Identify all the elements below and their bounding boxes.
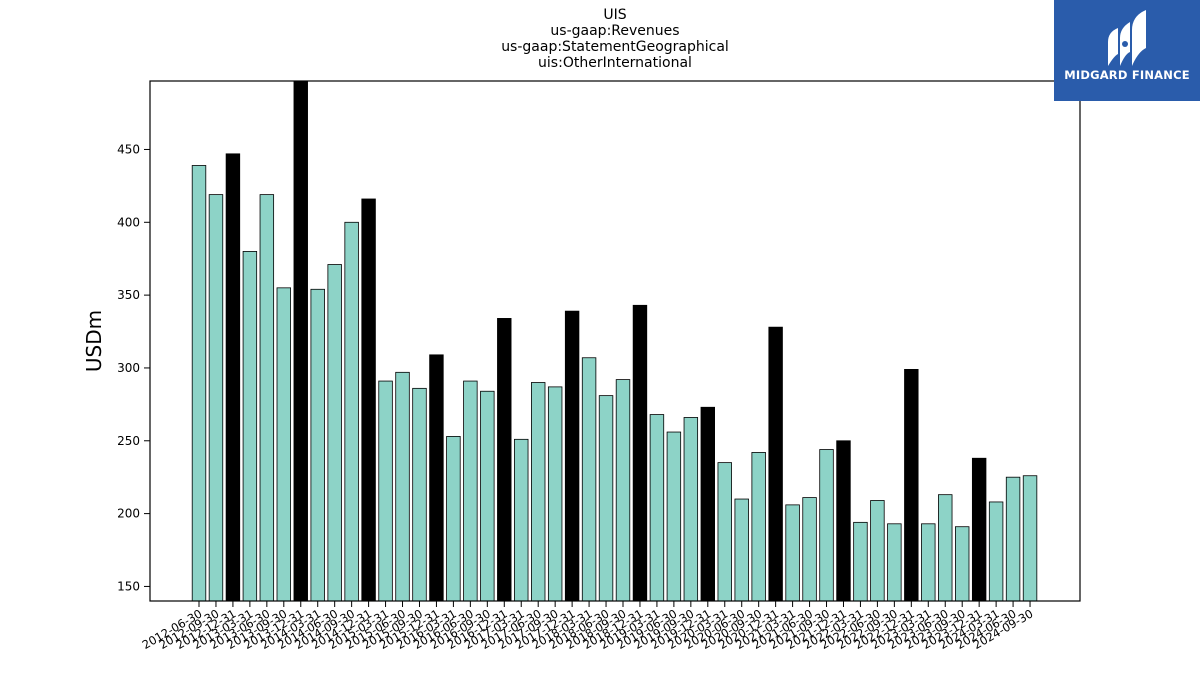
bar-2012-06-30 (191, 165, 207, 602)
bar-2022-09-30 (887, 523, 902, 602)
bar-2023-09-30 (955, 526, 970, 602)
bar-2022-12-31 (904, 368, 919, 602)
bar-2013-09-30 (276, 287, 292, 602)
bar-2019-12-31 (700, 406, 716, 602)
bar-2019-06-30 (666, 431, 682, 602)
bar-2016-03-31 (446, 436, 461, 602)
bar-2013-12-31 (293, 80, 308, 602)
bar-2017-12-31 (564, 310, 580, 602)
bar-2014-09-30 (344, 221, 359, 602)
x-axis: 2012-06-302012-09-302012-12-312013-03-31… (140, 601, 1036, 652)
bar-2017-06-30 (531, 382, 546, 602)
bar-2015-12-31 (429, 354, 444, 602)
bar-2014-06-30 (327, 264, 342, 602)
bar-2020-09-30 (751, 452, 766, 602)
bar-2016-12-31 (497, 318, 512, 602)
bar-2020-03-31 (717, 462, 732, 602)
bar-2015-09-30 (412, 387, 427, 602)
bar-2018-06-30 (598, 395, 614, 602)
y-tick-label: 350 (117, 288, 140, 302)
midgard-logo-icon (1108, 10, 1146, 66)
bar-2020-12-31 (768, 326, 783, 602)
bar-2022-03-31 (853, 521, 868, 602)
y-tick-label: 250 (117, 434, 140, 448)
bars-group (191, 80, 1038, 602)
chart-title-line-1: UIS (603, 7, 627, 23)
bar-2015-06-30 (395, 371, 410, 602)
chart-title-line-4: uis:OtherInternational (538, 55, 692, 71)
bar-2016-09-30 (480, 390, 495, 602)
bar-2021-03-31 (785, 504, 800, 602)
y-tick-label: 200 (117, 507, 140, 521)
chart-title-line-3: us-gaap:StatementGeographical (501, 39, 729, 55)
bar-2014-12-31 (361, 198, 376, 602)
chart-title: UIS us-gaap:Revenues us-gaap:StatementGe… (150, 7, 1080, 71)
bar-2018-12-31 (632, 304, 648, 602)
plot-frame (149, 80, 1081, 602)
bar-2018-09-30 (615, 379, 631, 602)
bar-2019-03-31 (649, 414, 665, 602)
bar-2013-03-31 (242, 251, 258, 602)
bar-2023-06-30 (938, 494, 953, 602)
bar-2020-06-30 (734, 498, 749, 602)
bar-2021-12-31 (836, 440, 851, 602)
y-tick-label: 300 (117, 361, 140, 375)
bar-2023-03-31 (921, 523, 936, 602)
bar-2021-09-30 (819, 449, 834, 602)
bar-2017-09-30 (547, 386, 563, 602)
bar-2024-09-30 (1022, 475, 1038, 602)
chart-title-line-2: us-gaap:Revenues (550, 23, 680, 39)
y-tick-label: 450 (117, 142, 140, 156)
bar-2023-12-31 (971, 457, 987, 602)
bar-2018-03-31 (581, 357, 597, 602)
logo: MIDGARD FINANCE (1054, 0, 1200, 101)
bar-2015-03-31 (378, 380, 393, 602)
y-axis-label: USDm (82, 310, 106, 372)
y-tick-label: 400 (117, 215, 140, 229)
bar-2019-09-30 (683, 417, 699, 602)
bar-2012-12-31 (225, 153, 241, 602)
bar-2013-06-30 (259, 194, 275, 602)
y-tick-label: 150 (117, 579, 140, 593)
bar-2012-09-30 (208, 194, 224, 602)
logo-text: MIDGARD FINANCE (1064, 68, 1190, 82)
bar-2024-06-30 (1005, 476, 1021, 602)
bar-2021-06-30 (802, 497, 817, 602)
bar-2024-03-31 (988, 501, 1004, 602)
bar-2017-03-31 (514, 438, 529, 602)
bar-2014-03-31 (310, 288, 325, 602)
bar-2022-06-30 (870, 500, 885, 602)
y-axis: 150 200 250 300 350 400 450 (117, 142, 150, 593)
bar-2016-06-30 (463, 380, 478, 602)
